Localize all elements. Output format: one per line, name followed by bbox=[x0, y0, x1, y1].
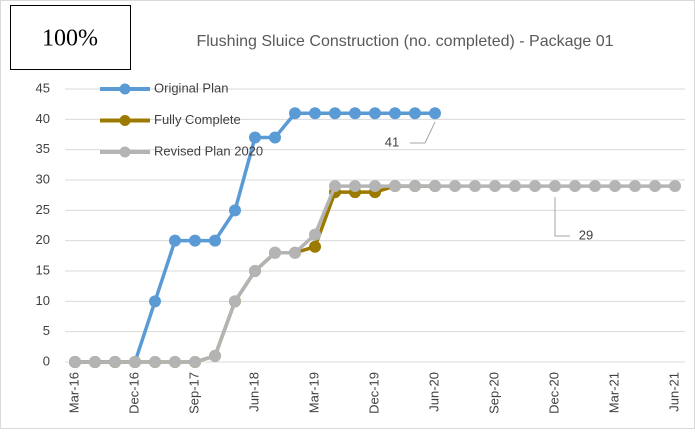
y-tick-label: 15 bbox=[36, 262, 50, 277]
badge: 100% bbox=[42, 26, 98, 52]
x-tick-label: Mar-19 bbox=[306, 372, 321, 413]
y-tick-label: 5 bbox=[43, 323, 50, 338]
data-point bbox=[169, 234, 181, 247]
data-point bbox=[229, 204, 241, 217]
data-point bbox=[229, 295, 241, 308]
data-point bbox=[189, 234, 201, 247]
data-point bbox=[389, 180, 401, 193]
data-point bbox=[369, 107, 381, 120]
data-point bbox=[249, 131, 261, 144]
badge-box bbox=[10, 5, 131, 70]
data-point bbox=[349, 107, 361, 120]
x-tick-label: Jun-18 bbox=[246, 372, 261, 412]
y-tick-label: 0 bbox=[43, 353, 50, 368]
data-point bbox=[269, 131, 281, 144]
data-point bbox=[149, 356, 161, 368]
y-tick-label: 40 bbox=[36, 111, 50, 126]
data-point bbox=[209, 349, 221, 362]
data-point bbox=[469, 180, 481, 193]
data-point bbox=[109, 356, 121, 368]
y-tick-label: 35 bbox=[36, 141, 50, 156]
y-tick-label: 25 bbox=[36, 202, 50, 217]
legend-marker bbox=[119, 83, 131, 95]
data-point bbox=[289, 246, 301, 259]
legend-label: Revised Plan 2020 bbox=[154, 143, 263, 158]
data-point bbox=[189, 356, 201, 368]
data-point bbox=[549, 180, 561, 193]
y-tick-label: 20 bbox=[36, 232, 50, 247]
data-point bbox=[369, 180, 381, 193]
data-point bbox=[629, 180, 641, 193]
data-point bbox=[589, 180, 601, 193]
data-point bbox=[669, 180, 681, 193]
legend-label: Fully Complete bbox=[154, 112, 241, 127]
x-tick-label: Jun-21 bbox=[666, 372, 681, 412]
annotation: 41 bbox=[385, 134, 399, 149]
x-tick-label: Dec-20 bbox=[546, 372, 561, 414]
x-tick-label: Jun-20 bbox=[426, 372, 441, 412]
y-tick-label: 10 bbox=[36, 293, 50, 308]
annotation: 29 bbox=[579, 227, 593, 242]
x-tick-label: Dec-19 bbox=[366, 372, 381, 414]
data-point bbox=[69, 356, 81, 368]
leader-line bbox=[554, 197, 570, 237]
data-point bbox=[329, 180, 341, 193]
data-point bbox=[609, 180, 621, 193]
x-tick-label: Sep-17 bbox=[186, 372, 201, 414]
data-point bbox=[269, 246, 281, 259]
data-point bbox=[569, 180, 581, 193]
x-tick-label: Mar-21 bbox=[606, 372, 621, 413]
data-point bbox=[349, 180, 361, 193]
x-tick-label: Mar-16 bbox=[66, 372, 81, 413]
data-point bbox=[129, 356, 141, 368]
data-point bbox=[329, 107, 341, 120]
data-point bbox=[409, 107, 421, 120]
data-point bbox=[209, 234, 221, 247]
data-point bbox=[309, 240, 321, 253]
data-point bbox=[289, 107, 301, 120]
data-point bbox=[429, 107, 441, 120]
y-tick-label: 45 bbox=[36, 80, 50, 95]
data-point bbox=[309, 228, 321, 241]
data-point bbox=[89, 356, 101, 368]
chart-title: Flushing Sluice Construction (no. comple… bbox=[196, 33, 613, 50]
x-tick-label: Sep-20 bbox=[486, 372, 501, 414]
leader-line bbox=[410, 121, 436, 144]
data-point bbox=[529, 180, 541, 193]
data-point bbox=[449, 180, 461, 193]
data-point bbox=[389, 107, 401, 120]
data-point bbox=[429, 180, 441, 193]
legend-marker bbox=[119, 146, 131, 158]
data-point bbox=[509, 180, 521, 193]
data-point bbox=[309, 107, 321, 120]
data-point bbox=[409, 180, 421, 193]
data-point bbox=[149, 295, 161, 308]
x-tick-label: Dec-16 bbox=[126, 372, 141, 414]
y-tick-label: 30 bbox=[36, 171, 50, 186]
data-point bbox=[649, 180, 661, 193]
data-point bbox=[169, 356, 181, 368]
legend-label: Original Plan bbox=[154, 80, 228, 95]
data-point bbox=[249, 265, 261, 277]
data-point bbox=[489, 180, 501, 193]
legend-marker bbox=[119, 115, 131, 126]
